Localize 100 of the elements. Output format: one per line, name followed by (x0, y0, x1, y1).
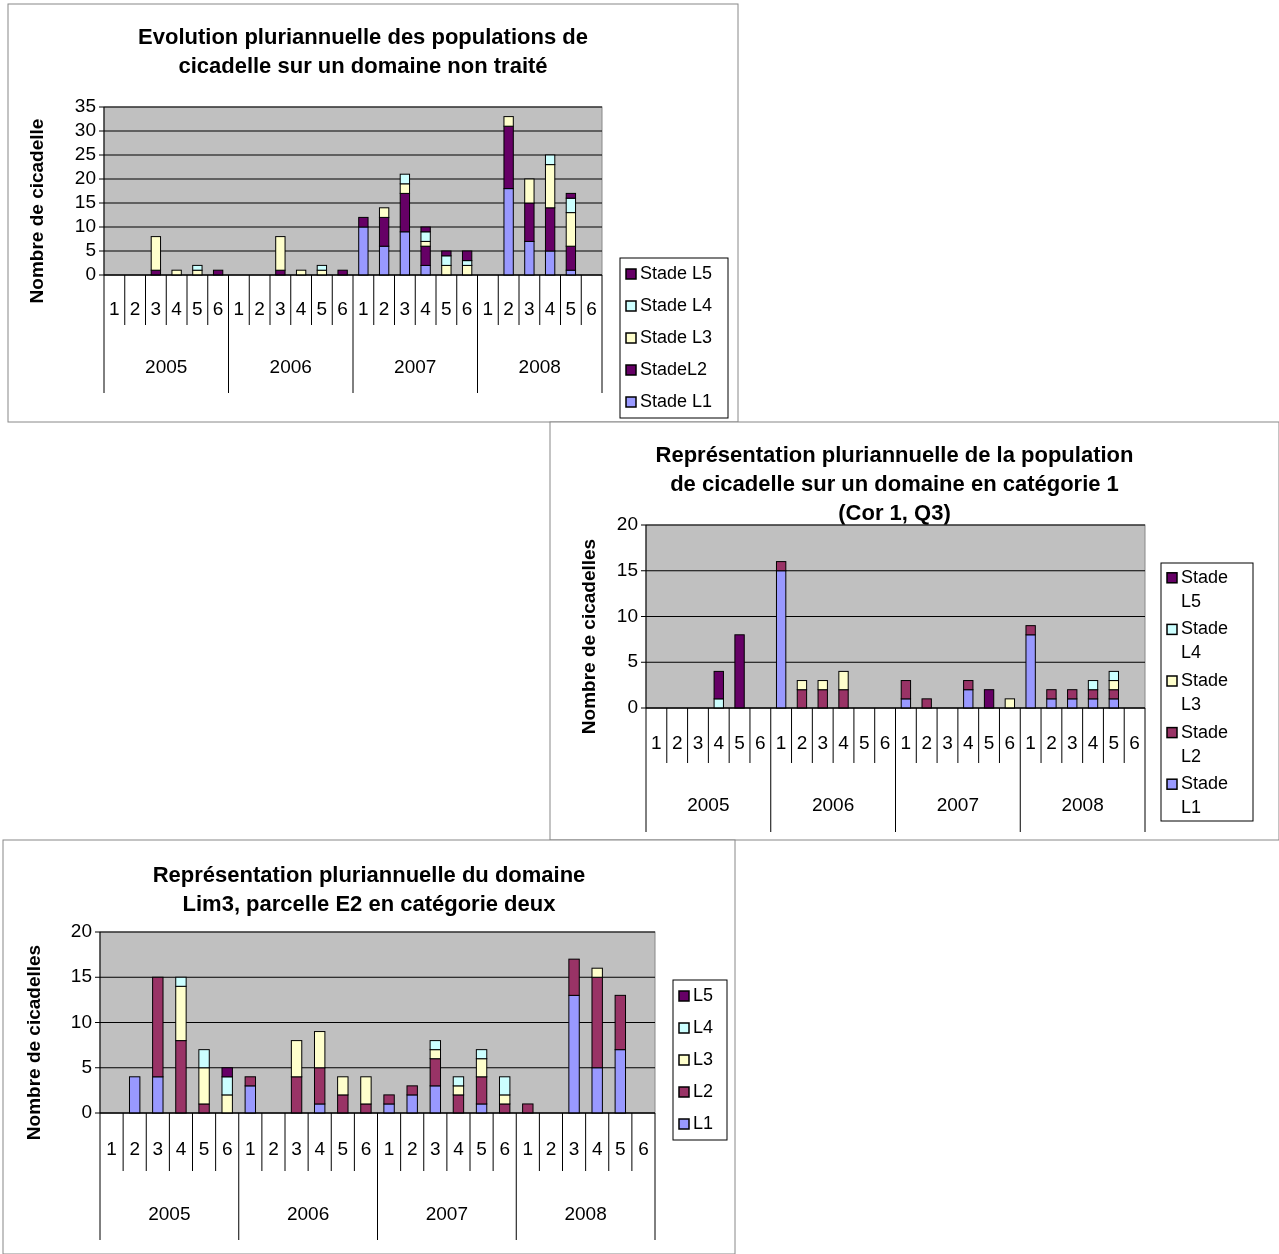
x-tick-label: 2 (129, 1138, 140, 1160)
x-tick-label: 4 (171, 298, 183, 320)
y-tick-label: 0 (627, 696, 638, 718)
x-tick-label: 3 (399, 298, 411, 320)
x-tick-label: 2 (671, 732, 683, 754)
bar (316, 264, 328, 271)
y-tick-label: 20 (616, 513, 638, 535)
x-tick-label: 3 (150, 298, 162, 320)
x-tick-label: 2 (254, 298, 265, 320)
text: 2005 (687, 794, 730, 816)
y-axis-title: Nombre de cicadelle (26, 118, 48, 304)
text: 2006 (811, 794, 855, 816)
y-tick-label: 15 (70, 965, 92, 987)
y-tick-label: 25 (74, 143, 96, 165)
legend-label: L1 (693, 1112, 714, 1133)
y-tick-label: 10 (74, 215, 96, 237)
text: 2008 (518, 356, 561, 378)
legend-label: Stade L4 (1181, 618, 1229, 663)
x-tick-label: 4 (544, 298, 556, 320)
x-tick-label: 1 (775, 732, 787, 754)
x-tick-label: 5 (441, 298, 452, 320)
text: 2007 (394, 356, 437, 378)
x-tick-label: 5 (198, 1138, 210, 1160)
x-tick-label: 2 (1046, 732, 1057, 754)
x-tick-label: 6 (337, 298, 348, 320)
text: 2005 (148, 1203, 191, 1225)
x-tick-label: 6 (1129, 732, 1140, 754)
x-tick-label: 1 (383, 1138, 395, 1160)
legend-label: Stade L1 (640, 390, 713, 411)
x-tick-label: 4 (591, 1138, 603, 1160)
chart-title: Représentation pluriannuelle de la population de cicadelle sur un domaine en catégorie 1 (Cor 1, Q3) (655, 441, 1134, 525)
x-tick-label: 4 (453, 1138, 465, 1160)
legend-label: Stade L5 (640, 262, 713, 283)
x-tick-label: 3 (692, 732, 704, 754)
x-tick-label: 1 (109, 298, 120, 320)
x-tick-label: 5 (1108, 732, 1120, 754)
x-tick-label: 5 (337, 1138, 349, 1160)
chart-title: Evolution pluriannuelle des populations de cicadelle sur un domaine non traité (138, 23, 588, 78)
legend-label: Stade L1 (1181, 772, 1229, 817)
x-tick-label: 6 (221, 1138, 233, 1160)
y-tick-label: 10 (70, 1010, 92, 1032)
x-tick-label: 5 (476, 1138, 487, 1160)
x-tick-label: 1 (245, 1138, 256, 1160)
x-tick-label: 2 (268, 1138, 279, 1160)
x-tick-label: 4 (175, 1138, 187, 1160)
chart-title: Représentation pluriannuelle du domaine Lim3, parcelle E2 en catégorie deux (152, 861, 586, 916)
x-tick-label: 2 (921, 732, 932, 754)
x-tick-label: 3 (291, 1138, 302, 1160)
text: 2007 (425, 1203, 469, 1225)
x-tick-label: 6 (586, 298, 597, 320)
x-tick-label: 6 (1004, 732, 1016, 754)
x-tick-label: 1 (522, 1138, 534, 1160)
y-tick-label: 20 (70, 920, 92, 942)
x-tick-label: 4 (420, 298, 432, 320)
x-tick-label: 3 (942, 732, 953, 754)
y-tick-label: 5 (627, 650, 638, 672)
x-tick-label: 6 (638, 1138, 649, 1160)
x-tick-label: 2 (378, 298, 390, 320)
y-tick-label: 20 (74, 167, 96, 189)
x-tick-label: 2 (796, 732, 808, 754)
x-tick-label: 1 (106, 1138, 117, 1160)
text: 2008 (564, 1203, 607, 1225)
x-tick-label: 3 (568, 1138, 580, 1160)
x-tick-label: 6 (499, 1138, 510, 1160)
x-tick-label: 2 (129, 298, 141, 320)
text: 2005 (145, 356, 188, 378)
legend-label: L2 (693, 1080, 714, 1101)
x-tick-label: 6 (879, 732, 891, 754)
x-tick-label: 2 (406, 1138, 418, 1160)
y-axis-title: Nombre de cicadelles (23, 944, 45, 1141)
x-tick-label: 1 (233, 298, 245, 320)
y-tick-label: 0 (85, 263, 96, 285)
legend-label: Stade L2 (1181, 721, 1229, 766)
x-tick-label: 5 (192, 298, 203, 320)
x-tick-label: 4 (295, 298, 307, 320)
x-tick-label: 5 (565, 298, 577, 320)
legend-label: Stade L3 (640, 326, 713, 347)
text: 2006 (286, 1203, 330, 1225)
x-tick-label: 4 (962, 732, 974, 754)
x-tick-label: 5 (316, 298, 328, 320)
x-tick-label: 1 (651, 732, 662, 754)
x-tick-label: 3 (275, 298, 286, 320)
x-tick-label: 4 (1087, 732, 1099, 754)
x-tick-label: 3 (524, 298, 535, 320)
bar (192, 264, 203, 271)
x-tick-label: 3 (1066, 732, 1078, 754)
x-tick-label: 4 (713, 732, 725, 754)
y-tick-label: 15 (616, 558, 638, 580)
legend-label: Stade L5 (1181, 566, 1229, 611)
x-tick-label: 5 (859, 732, 870, 754)
legend-label: Stade L3 (1181, 669, 1229, 714)
y-tick-label: 10 (616, 604, 638, 626)
x-tick-label: 1 (1025, 732, 1036, 754)
x-tick-label: 2 (545, 1138, 557, 1160)
x-tick-label: 5 (983, 732, 995, 754)
x-tick-label: 2 (503, 298, 514, 320)
x-tick-label: 5 (734, 732, 745, 754)
y-tick-label: 30 (74, 119, 96, 141)
x-tick-label: 3 (152, 1138, 164, 1160)
legend-label: Stade L4 (640, 294, 713, 315)
